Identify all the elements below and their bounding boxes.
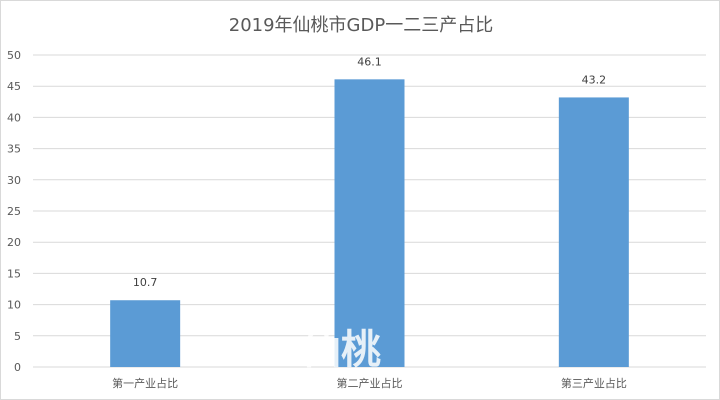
y-tick-label: 30 [7,174,21,187]
y-tick-label: 35 [7,143,21,156]
x-category-label: 第三产业占比 [561,376,627,390]
y-tick-label: 5 [14,330,21,343]
y-tick-label: 45 [7,80,21,93]
data-label: 46.1 [357,55,382,68]
y-tick-label: 25 [7,205,21,218]
y-tick-label: 40 [7,111,21,124]
bar [558,97,629,367]
x-category-label: 第二产业占比 [337,376,403,390]
y-tick-label: 20 [7,236,21,249]
y-tick-label: 0 [14,361,21,374]
x-category-label: 第一产业占比 [112,376,178,390]
y-tick-label: 15 [7,267,21,280]
data-label: 10.7 [133,276,158,289]
y-tick-label: 10 [7,299,21,312]
watermark: 仙桃 [301,327,381,373]
bar [334,79,405,367]
bar [110,300,181,367]
chart-title: 2019年仙桃市GDP一二三产占比 [229,15,493,36]
data-label: 43.2 [582,73,607,86]
y-tick-label: 50 [7,49,21,62]
